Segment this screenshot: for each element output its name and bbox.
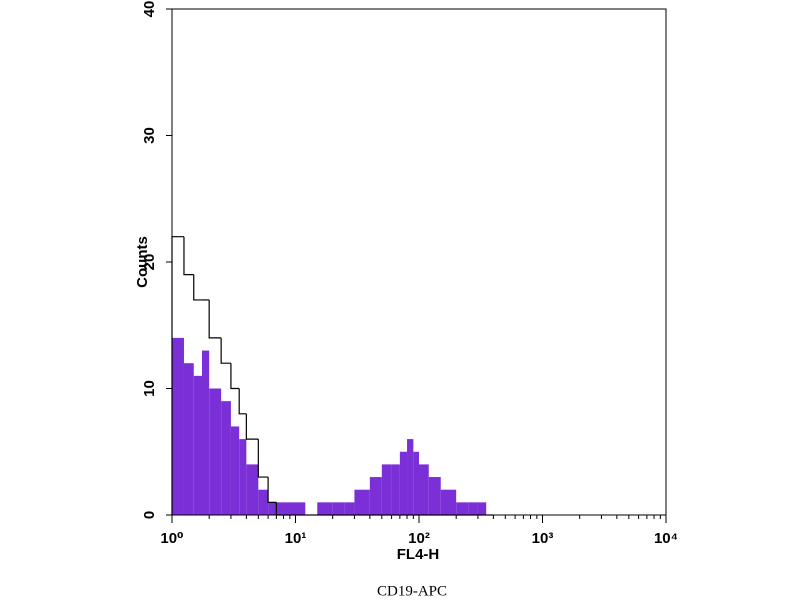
x-tick-label: 10¹ <box>285 530 307 547</box>
hist-bar <box>202 350 210 515</box>
hist-bar <box>354 489 370 515</box>
x-tick-label: 10³ <box>532 530 554 547</box>
hist-bar <box>456 502 469 515</box>
hist-bar <box>391 464 400 515</box>
hist-step <box>220 337 231 364</box>
hist-step <box>193 274 203 301</box>
caption: CD19-APC <box>377 583 447 599</box>
hist-bar <box>209 388 222 515</box>
hist-bar <box>193 375 203 515</box>
hist-bar <box>440 489 457 515</box>
hist-bar <box>428 477 441 515</box>
hist-step <box>230 363 240 390</box>
x-tick-label: 10² <box>408 530 430 547</box>
hist-bar <box>295 502 306 515</box>
hist-bar <box>268 502 277 515</box>
y-axis-label: Counts <box>134 236 151 288</box>
hist-step <box>183 236 194 276</box>
hist-bar <box>258 489 269 515</box>
hist-bar <box>477 502 487 515</box>
hist-bar <box>246 464 259 515</box>
hist-step <box>245 413 259 440</box>
hist-bar <box>399 451 408 515</box>
hist-bar <box>369 477 382 515</box>
hist-bar <box>317 502 333 515</box>
x-tick-label: 10⁰ <box>160 530 183 547</box>
y-tick-label: 30 <box>141 127 158 144</box>
hist-bar <box>332 502 345 515</box>
hist-step <box>208 299 222 339</box>
hist-bar <box>419 464 429 515</box>
hist-bar <box>344 502 355 515</box>
hist-bar <box>221 401 231 515</box>
x-tick-label: 10⁴ <box>654 530 678 547</box>
hist-bar <box>407 439 414 515</box>
hist-bar <box>276 502 284 515</box>
hist-step <box>257 439 269 478</box>
hist-bar <box>172 337 184 515</box>
hist-bar <box>239 439 247 515</box>
hist-bar <box>183 363 194 515</box>
hist-bar <box>413 451 419 515</box>
hist-bar <box>381 464 392 515</box>
hist-bar <box>230 426 240 515</box>
hist-step <box>267 477 277 503</box>
y-tick-label: 40 <box>141 1 158 18</box>
hist-step <box>238 388 247 415</box>
y-tick-label: 10 <box>141 380 158 397</box>
y-tick-label: 0 <box>141 511 158 519</box>
hist-bar <box>283 502 296 515</box>
x-axis-label: FL4-H <box>397 546 440 563</box>
hist-bar <box>468 502 478 515</box>
y-tick-label: 20 <box>141 254 158 271</box>
